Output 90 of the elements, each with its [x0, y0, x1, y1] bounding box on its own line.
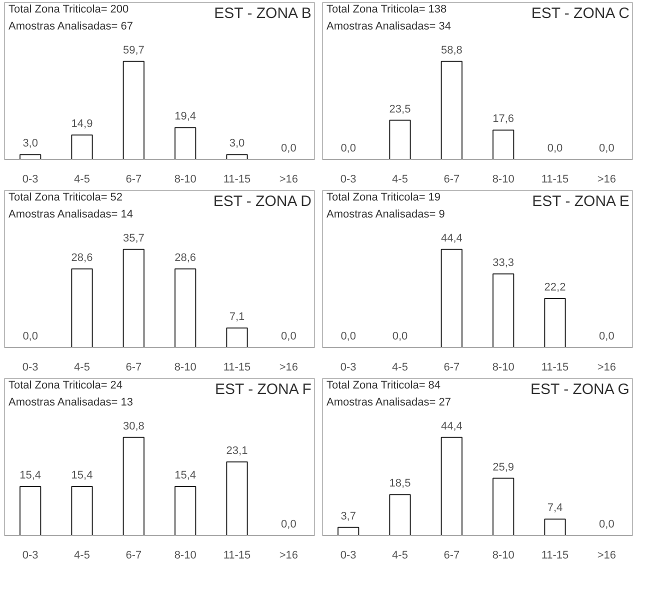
text: Total Zona Triticola= 138: [326, 4, 447, 16]
text: Amostras Analisadas= 13: [8, 396, 133, 408]
x-tick-label: 0-3: [340, 174, 356, 186]
data-label: 0,0: [340, 142, 356, 154]
data-label: 15,4: [174, 469, 196, 482]
data-label: 58,8: [440, 44, 462, 56]
x-tick-label: 11-15: [541, 550, 569, 562]
x-tick-label: 4-5: [392, 362, 408, 374]
data-label: 28,6: [71, 252, 93, 264]
x-tick-label: >16: [597, 550, 616, 562]
text: Total Zona Triticola= 24: [8, 380, 123, 392]
data-label: 44,4: [440, 420, 462, 432]
data-label: 22,2: [544, 281, 566, 294]
data-label: 0,0: [281, 518, 296, 530]
x-tick-label: 6-7: [126, 362, 142, 374]
x-tick-label: 4-5: [74, 362, 90, 374]
x-tick-label: >16: [279, 174, 298, 186]
x-tick-label: 4-5: [74, 550, 90, 562]
chart-title: EST - ZONA B: [214, 5, 312, 22]
x-tick-label: 6-7: [444, 550, 460, 562]
data-label: 30,8: [122, 420, 144, 432]
data-label: 0,0: [599, 142, 614, 154]
data-label: 14,9: [71, 118, 93, 130]
data-label: 0,0: [281, 142, 296, 154]
data-label: 3,7: [340, 510, 356, 522]
x-tick-label: 8-10: [174, 174, 196, 186]
x-tick-label: >16: [279, 362, 298, 374]
x-tick-label: 6-7: [126, 550, 142, 562]
data-label: 0,0: [392, 330, 408, 342]
chart-title: EST - ZONA G: [530, 381, 630, 398]
data-label: 7,4: [547, 502, 563, 514]
x-tick-label: 0-3: [22, 550, 38, 562]
x-tick-label: 11-15: [541, 174, 569, 186]
x-tick-label: 11-15: [223, 174, 251, 186]
x-tick-label: 6-7: [444, 174, 460, 186]
x-tick-label: 0-3: [340, 550, 356, 562]
data-label: 28,6: [174, 252, 196, 264]
x-tick-label: 11-15: [541, 362, 569, 374]
data-label: 0,0: [340, 330, 356, 342]
chart-title: EST - ZONA F: [215, 381, 312, 398]
data-label: 7,1: [229, 310, 245, 323]
data-label: 35,7: [122, 232, 144, 244]
data-label: 15,4: [20, 469, 42, 482]
text: Total Zona Triticola= 19: [326, 192, 441, 204]
text: Amostras Analisadas= 34: [326, 20, 451, 32]
data-label: 15,4: [71, 469, 93, 482]
data-label: 18,5: [389, 478, 411, 490]
text: Amostras Analisadas= 27: [326, 396, 451, 408]
x-tick-label: 4-5: [74, 174, 90, 186]
text: Total Zona Triticola= 200: [8, 4, 129, 16]
x-tick-label: 8-10: [174, 550, 196, 562]
x-tick-label: 4-5: [392, 550, 408, 562]
chart-title: EST - ZONA C: [531, 5, 630, 22]
data-label: 0,0: [599, 518, 614, 530]
text: Total Zona Triticola= 84: [326, 380, 441, 392]
x-tick-label: 6-7: [444, 362, 460, 374]
x-tick-label: 0-3: [22, 174, 38, 186]
data-label: 59,7: [122, 44, 144, 56]
x-tick-label: 8-10: [492, 174, 514, 186]
data-label: 3,0: [229, 138, 245, 150]
data-label: 0,0: [281, 330, 296, 342]
text: Amostras Analisadas= 9: [326, 208, 445, 220]
x-tick-label: 8-10: [492, 362, 514, 374]
x-tick-label: >16: [597, 174, 616, 186]
x-tick-label: 11-15: [223, 362, 251, 374]
data-label: 19,4: [174, 110, 196, 123]
x-tick-label: >16: [597, 362, 616, 374]
x-tick-label: 11-15: [223, 550, 251, 562]
text: Amostras Analisadas= 67: [8, 20, 133, 32]
data-label: 33,3: [492, 256, 514, 269]
data-label: 23,5: [389, 103, 411, 116]
text: Amostras Analisadas= 14: [8, 208, 133, 220]
data-label: 23,1: [226, 444, 248, 457]
data-label: 0,0: [599, 330, 614, 342]
data-label: 25,9: [492, 461, 514, 474]
x-tick-label: 0-3: [340, 362, 356, 374]
data-label: 17,6: [492, 113, 514, 126]
x-tick-label: 8-10: [492, 550, 514, 562]
data-label: 0,0: [547, 142, 563, 154]
x-tick-label: 0-3: [22, 362, 38, 374]
x-tick-label: >16: [279, 550, 298, 562]
x-tick-label: 4-5: [392, 174, 408, 186]
data-label: 0,0: [22, 330, 38, 342]
text: Total Zona Triticola= 52: [8, 192, 123, 204]
chart-title: EST - ZONA D: [213, 193, 312, 210]
x-tick-label: 6-7: [126, 174, 142, 186]
data-label: 3,0: [22, 138, 38, 150]
data-label: 44,4: [440, 232, 462, 244]
chart-title: EST - ZONA E: [532, 193, 630, 210]
x-tick-label: 8-10: [174, 362, 196, 374]
